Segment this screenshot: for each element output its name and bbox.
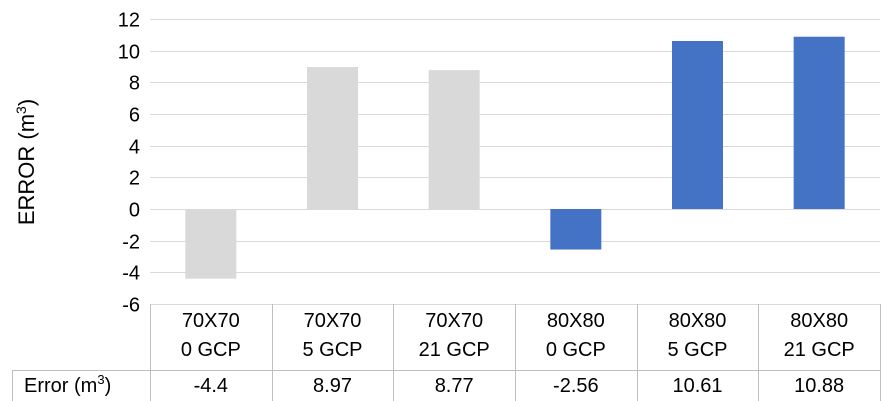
table-value: 10.61: [672, 375, 722, 397]
bars: [185, 36, 845, 279]
y-tick-label: -6: [122, 295, 140, 317]
table-value: -2.56: [553, 375, 599, 397]
x-tick-label: 5 GCP: [667, 339, 727, 361]
x-tick-label: 70X70: [425, 310, 483, 332]
y-tick-label: 0: [129, 200, 140, 222]
y-tick-label: 12: [118, 10, 140, 32]
y-tick-label: 6: [129, 105, 140, 127]
y-tick-label: 10: [118, 42, 140, 64]
x-tick-label: 21 GCP: [784, 339, 855, 361]
y-tick-label: 8: [129, 73, 140, 95]
y-axis-ticks: -6 -4 -2 0 2 4 6 8 10 12: [118, 10, 140, 317]
y-tick-label: -2: [122, 232, 140, 254]
y-tick-label: 4: [129, 137, 140, 159]
x-tick-label: 0 GCP: [181, 339, 241, 361]
y-axis-label: ERROR (m3): [13, 99, 39, 225]
grid-lines: [150, 19, 881, 401]
bar: [428, 70, 480, 210]
x-tick-label: 5 GCP: [302, 339, 362, 361]
x-tick-label: 0 GCP: [546, 339, 606, 361]
y-tick-label: -4: [122, 263, 140, 285]
y-tick-label: 2: [129, 168, 140, 190]
bar: [307, 66, 358, 209]
x-tick-label: 21 GCP: [419, 339, 490, 361]
table-value: 10.88: [794, 375, 844, 397]
x-tick-label: 80X80: [790, 310, 848, 332]
table-value: 8.77: [435, 375, 474, 397]
bar: [793, 36, 845, 209]
bar: [185, 209, 237, 279]
x-tick-label: 70X70: [304, 310, 362, 332]
data-table: 70X70 0 GCP 70X70 5 GCP 70X70 21 GCP 80X80 0 GC…: [12, 310, 880, 401]
x-tick-label: 80X80: [669, 310, 727, 332]
bar: [672, 41, 723, 210]
table-row-label: Error (m3): [24, 372, 111, 397]
table-value: 8.97: [313, 375, 352, 397]
bar: [550, 209, 602, 250]
x-tick-label: 80X80: [547, 310, 605, 332]
x-tick-label: 70X70: [182, 310, 240, 332]
table-value: -4.4: [194, 375, 228, 397]
